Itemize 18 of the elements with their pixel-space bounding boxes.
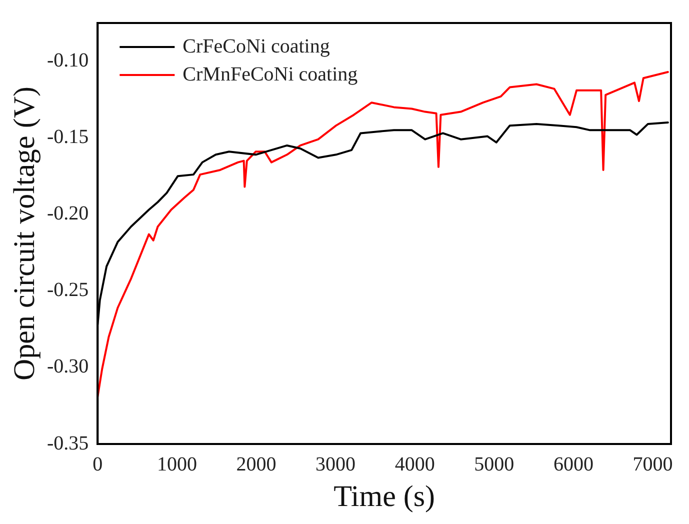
x-tick-label: 6000	[553, 453, 594, 476]
y-tick-label: -0.20	[46, 202, 89, 225]
x-axis-title: Time (s)	[334, 480, 436, 513]
x-tick-label: 0	[92, 453, 103, 476]
legend-label: CrMnFeCoNi coating	[182, 63, 358, 86]
x-tick-label: 7000	[632, 453, 673, 476]
y-tick-label: -0.15	[46, 126, 89, 148]
x-tick-label: 3000	[316, 453, 356, 476]
y-tick-label: -0.10	[46, 50, 89, 72]
y-axis-title: Open circuit voltage (V)	[8, 86, 41, 381]
legend-label: CrFeCoNi coating	[182, 35, 330, 58]
y-tick-label: -0.25	[46, 279, 89, 302]
x-tick-label: 1000	[156, 453, 197, 476]
y-tick-label: -0.35	[46, 432, 89, 454]
y-tick-label: -0.30	[46, 356, 89, 378]
x-tick-label: 2000	[236, 453, 276, 476]
x-tick-label: 5000	[474, 453, 514, 476]
x-tick-label: 4000	[394, 453, 435, 476]
